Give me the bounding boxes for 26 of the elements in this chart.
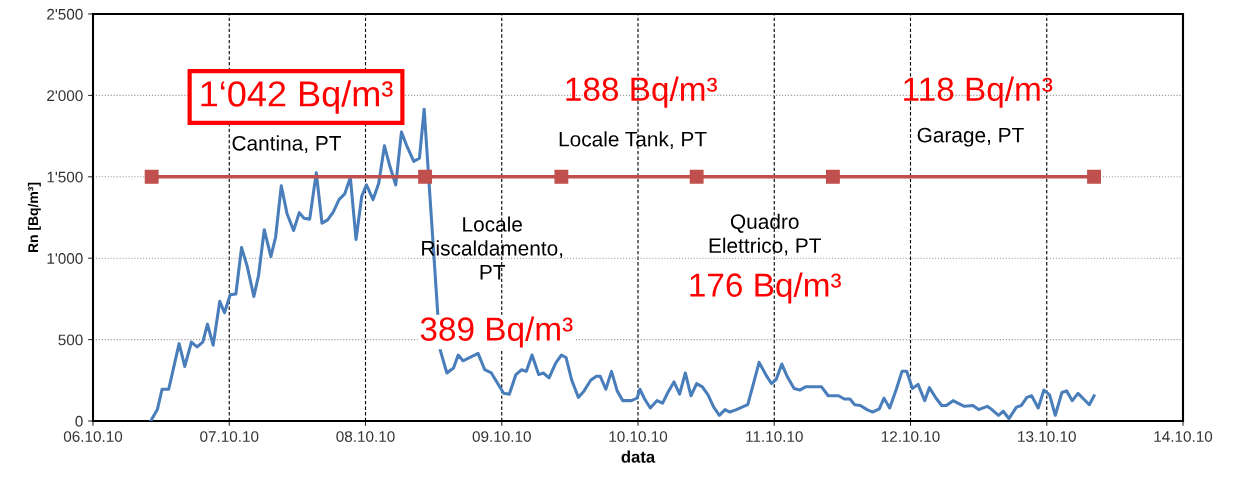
annotation: 118 Bq/m³: [904, 76, 1053, 108]
x-tick-label: 13.10.10: [1018, 431, 1076, 442]
annotation: 389 Bq/m³: [420, 316, 573, 348]
annotation: Quadro Elettrico, PT: [709, 213, 821, 256]
y-tick-label: 2'500: [47, 8, 83, 20]
x-tick-label: 12.10.10: [881, 431, 940, 442]
y-axis-title: Rn [Bq/m³]: [27, 182, 41, 253]
y-tick-label: 0: [75, 415, 83, 427]
y-tick-label: 2'000: [47, 90, 83, 102]
annotation: Garage, PT: [917, 127, 1024, 147]
x-tick-label: 06.10.10: [63, 431, 123, 442]
annotation: 188 Bq/m³: [566, 76, 717, 108]
x-tick-label: 07.10.10: [200, 431, 259, 442]
y-tick-label: 1'500: [47, 171, 83, 183]
y-tick-label: 500: [58, 334, 83, 346]
x-tick-label: 09.10.10: [472, 431, 531, 442]
y-tick-label: 1'000: [47, 253, 83, 264]
annotation: 176 Bq/m³: [690, 272, 841, 304]
x-axis-title: data: [621, 450, 656, 463]
x-tick-label: 08.10.10: [336, 431, 395, 442]
x-tick-label: 14.10.10: [1154, 431, 1213, 442]
annotation: 1‘042 Bq/m³: [201, 80, 393, 114]
x-tick-label: 10.10.10: [609, 431, 668, 442]
annotation: Cantina, PT: [232, 135, 341, 154]
x-tick-label: 11.10.10: [746, 431, 803, 442]
annotation: Locale Tank, PT: [559, 131, 707, 150]
